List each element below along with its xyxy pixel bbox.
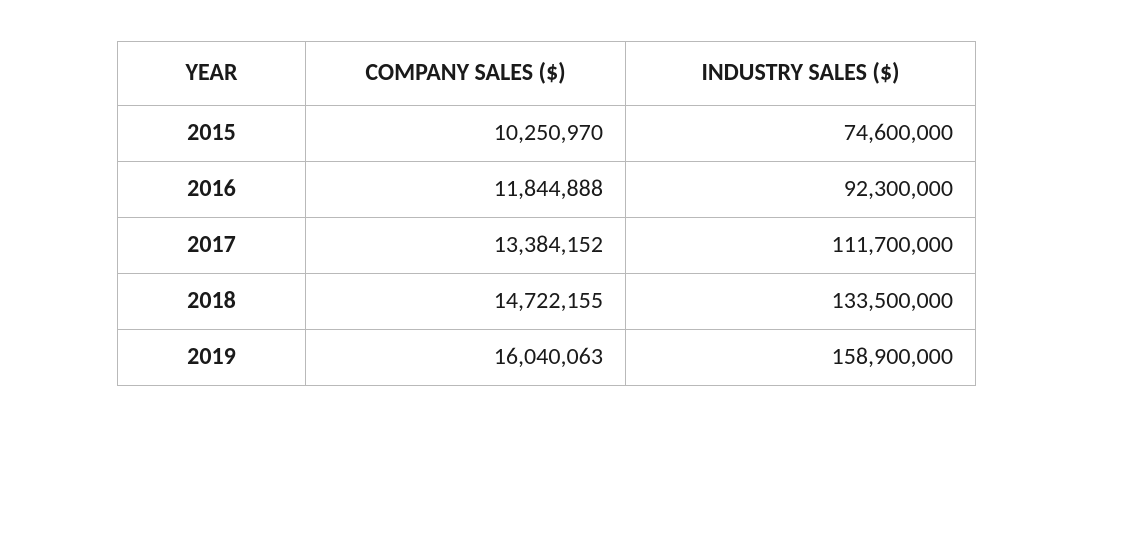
cell-company: 16,040,063: [306, 330, 626, 386]
cell-industry: 111,700,000: [626, 218, 976, 274]
table-row: 2015 10,250,970 74,600,000: [118, 106, 976, 162]
cell-company: 10,250,970: [306, 106, 626, 162]
table-header-row: YEAR COMPANY SALES ($) INDUSTRY SALES ($…: [118, 42, 976, 106]
cell-company: 14,722,155: [306, 274, 626, 330]
cell-year: 2019: [118, 330, 306, 386]
cell-company: 11,844,888: [306, 162, 626, 218]
col-header-industry: INDUSTRY SALES ($): [626, 42, 976, 106]
col-header-company: COMPANY SALES ($): [306, 42, 626, 106]
col-header-year: YEAR: [118, 42, 306, 106]
cell-year: 2015: [118, 106, 306, 162]
cell-year: 2016: [118, 162, 306, 218]
cell-industry: 92,300,000: [626, 162, 976, 218]
cell-industry: 158,900,000: [626, 330, 976, 386]
table-row: 2019 16,040,063 158,900,000: [118, 330, 976, 386]
table-row: 2018 14,722,155 133,500,000: [118, 274, 976, 330]
cell-industry: 74,600,000: [626, 106, 976, 162]
sales-table: YEAR COMPANY SALES ($) INDUSTRY SALES ($…: [117, 41, 976, 386]
cell-company: 13,384,152: [306, 218, 626, 274]
table-row: 2016 11,844,888 92,300,000: [118, 162, 976, 218]
table-row: 2017 13,384,152 111,700,000: [118, 218, 976, 274]
cell-industry: 133,500,000: [626, 274, 976, 330]
cell-year: 2018: [118, 274, 306, 330]
cell-year: 2017: [118, 218, 306, 274]
